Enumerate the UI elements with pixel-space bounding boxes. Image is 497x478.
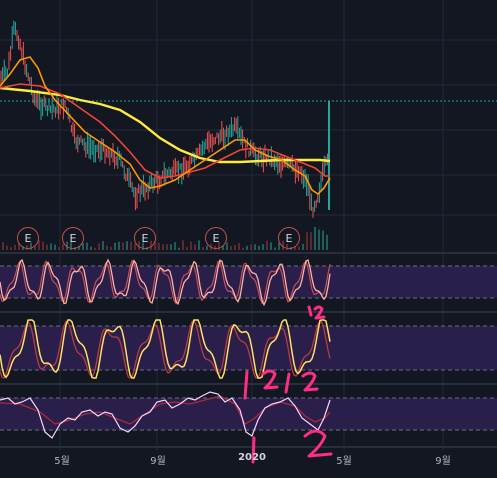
moving-average-mid [0,83,330,179]
volume-bar [194,244,196,250]
handwritten-annotations [243,305,333,464]
volume-bar [46,244,48,250]
oscillator-2-line-main [0,319,331,379]
volume-bar [302,243,304,250]
x-axis-label-sep-1: 9월 [150,456,166,467]
volume-bar [274,247,276,250]
volume-bar [234,245,236,250]
volume-bar [322,230,324,250]
volume-bar [306,232,308,250]
x-axis-label-may-1: 5월 [54,456,70,467]
volume-bar [126,241,128,250]
earnings-marker-5[interactable]: E [278,227,300,249]
volume-bar [198,240,200,250]
x-axis-label-2020: 2020 [238,452,266,463]
x-axis-label-may-2: 5월 [336,456,352,467]
volume-bar [294,246,296,250]
earnings-marker-1[interactable]: E [17,227,39,249]
volume-bar [230,246,232,250]
oscillator-2-line-signal [0,319,331,379]
volume-bar [34,246,36,250]
volume-bar [78,245,80,250]
volume-bar [62,243,64,250]
volume-bar [166,244,168,250]
volume-bar [250,244,252,250]
volume-bar [94,247,96,250]
volume-bar [278,242,280,250]
volume-bar [14,244,16,250]
volume-bar [162,244,164,250]
volume-bar [6,245,8,250]
volume-bar [122,242,124,250]
volume-bar [242,247,244,250]
volume-bar [298,246,300,250]
volume-bar [58,246,60,250]
volume-bar [102,241,104,250]
volume-bar [134,243,136,250]
oscillator-1-line-signal [0,259,331,305]
volume-bar [118,241,120,250]
volume-bar [42,241,44,250]
volume-bar [38,240,40,250]
volume-bar [130,241,132,250]
pane-separators[interactable] [0,252,497,448]
volume-bar [82,242,84,250]
volume-bar [202,247,204,250]
volume-bar [106,245,108,250]
grid-vertical [59,0,444,450]
volume-bar [314,227,316,250]
volume-bar [326,234,328,250]
volume-bar [86,242,88,250]
volume-bar [190,241,192,250]
volume-bar [158,243,160,250]
volume-bar [170,244,172,250]
volume-bar [310,232,312,250]
x-axis-label-sep-2: 9월 [435,456,451,467]
volume-bar [186,247,188,250]
volume-bar [10,247,12,250]
volume-bar [258,245,260,250]
oscillator-1-line-main [0,258,331,307]
earnings-marker-3[interactable]: E [134,227,156,249]
moving-average-slow [0,86,331,164]
volume-bar [318,229,320,250]
price-candles [0,20,330,218]
volume-bar [270,242,272,250]
volume-bar [262,244,264,250]
volume-bar [90,246,92,250]
volume-bar [226,242,228,250]
earnings-marker-4[interactable]: E [205,227,227,249]
volume-bar [174,242,176,250]
volume-bar [98,243,100,250]
volume-bar [2,241,4,250]
volume-bar [206,245,208,250]
volume-bar [154,241,156,250]
volume-bar [238,243,240,250]
volume-bar [110,246,112,250]
earnings-marker-2[interactable]: E [62,227,84,249]
oscillator-3-line-main [0,391,331,439]
volume-bar [178,247,180,250]
volume-bar [50,243,52,250]
volume-bar [266,240,268,250]
volume-bar [222,246,224,250]
volume-bar [254,244,256,250]
volume-bar [54,244,56,250]
volume-bar [114,242,116,250]
volume-bar [182,240,184,250]
moving-average-fast [0,56,331,196]
volume-bar [246,245,248,250]
oscillator-3-band [0,398,497,430]
volume-bar [18,243,20,250]
